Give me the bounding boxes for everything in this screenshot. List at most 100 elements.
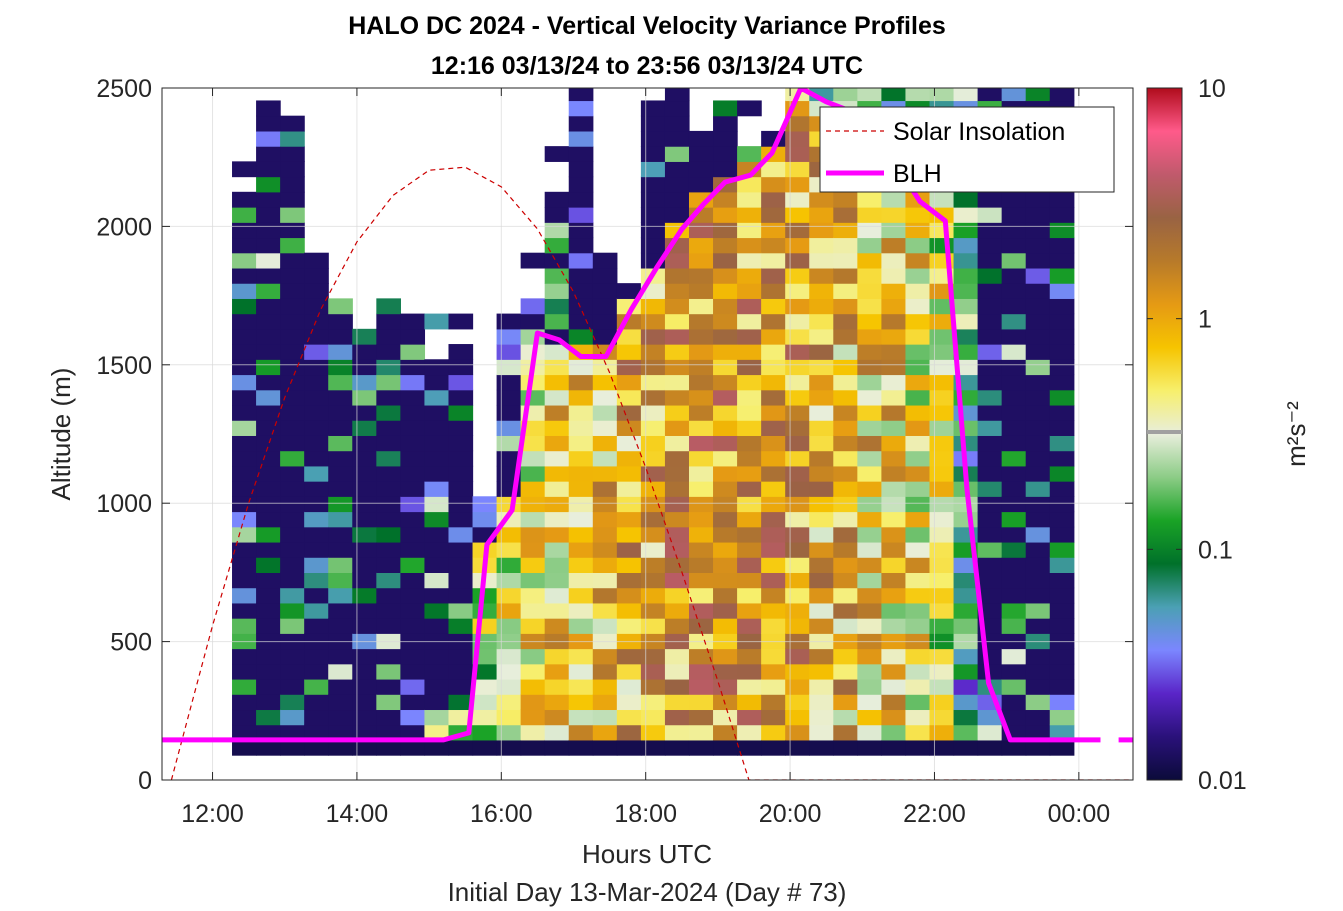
heatmap-cell (761, 374, 786, 391)
heatmap-cell (713, 602, 738, 619)
heatmap-cell (448, 557, 474, 573)
heatmap-cell (688, 481, 714, 497)
y-tick-label: 500 (110, 629, 152, 657)
heatmap-cell (304, 526, 329, 543)
heatmap-cell (256, 283, 281, 299)
heatmap-cell (400, 511, 426, 528)
heatmap-cell (761, 191, 786, 208)
heatmap-cell (544, 283, 570, 299)
heatmap-cell (881, 298, 907, 315)
heatmap-cell (761, 161, 786, 178)
heatmap-cell (640, 526, 666, 543)
heatmap-cell (376, 694, 401, 711)
heatmap-cell (616, 709, 642, 726)
heatmap-cell (1049, 313, 1075, 330)
heatmap-cell (424, 557, 450, 573)
heatmap-cell (737, 283, 762, 299)
heatmap-cell (232, 709, 257, 726)
blh-line (162, 88, 1133, 743)
heatmap-cell (713, 541, 738, 558)
x-axis-sublabel: Initial Day 13-Mar-2024 (Day # 73) (448, 877, 847, 907)
heatmap-cell (809, 389, 834, 406)
heatmap-cell (809, 739, 834, 756)
heatmap-cell (1025, 724, 1051, 741)
heatmap-cell (1001, 313, 1027, 330)
heatmap-cell (761, 618, 786, 634)
heatmap-cell (544, 602, 570, 619)
heatmap-cell (1025, 207, 1051, 223)
heatmap-cell (376, 298, 401, 315)
heatmap-cell (352, 678, 377, 695)
heatmap-cell (664, 511, 690, 528)
heatmap-cell (737, 496, 762, 513)
heatmap-cell (352, 618, 377, 634)
heatmap-cell (520, 511, 546, 528)
heatmap-cell (1049, 328, 1075, 345)
heatmap-cell (977, 313, 1003, 330)
heatmap-cell (688, 389, 714, 406)
heatmap-cell (328, 663, 353, 680)
heatmap-cell (664, 344, 690, 360)
heatmap-cell (568, 541, 594, 558)
heatmap-cell (424, 618, 450, 634)
heatmap-cell (376, 663, 401, 680)
heatmap-cell (929, 572, 955, 589)
heatmap-cell (1049, 207, 1075, 223)
heatmap-cell (568, 161, 594, 178)
heatmap-cell (953, 328, 979, 345)
heatmap-cell (568, 724, 594, 741)
heatmap-cell (352, 709, 377, 726)
heatmap-cell (929, 663, 955, 680)
heatmap-cell (737, 663, 762, 680)
heatmap-cell (592, 618, 618, 634)
heatmap-cell (664, 739, 690, 756)
heatmap-cell (688, 404, 714, 421)
heatmap-cell (232, 541, 257, 558)
heatmap-cell (256, 237, 281, 254)
heatmap-cell (953, 283, 979, 299)
heatmap-cell (640, 161, 666, 178)
heatmap-cell (881, 724, 907, 741)
heatmap-cell (953, 587, 979, 604)
x-tick-label: 14:00 (326, 800, 389, 828)
heatmap-cell (905, 618, 931, 634)
heatmap-cell (688, 465, 714, 482)
heatmap-cell (520, 602, 546, 619)
heatmap-cell (737, 146, 762, 162)
heatmap-cell (833, 739, 858, 756)
heatmap-cell (761, 709, 786, 726)
heatmap-cell (232, 481, 257, 497)
colorbar: 0.01 0.1 1 10 m²s⁻² (1146, 75, 1311, 795)
heatmap-cell (304, 663, 329, 680)
heatmap-cell (256, 389, 281, 406)
heatmap-cell (1025, 88, 1051, 102)
heatmap-cell (304, 541, 329, 558)
heatmap-cell (256, 298, 281, 315)
heatmap-cell (905, 344, 931, 360)
heatmap-cell (761, 435, 786, 452)
heatmap-cell (761, 724, 786, 741)
heatmap-cell (1025, 465, 1051, 482)
heatmap-cell (761, 694, 786, 711)
heatmap-cell (592, 435, 618, 452)
heatmap-cell (761, 344, 786, 360)
heatmap-cell (857, 496, 882, 513)
heatmap-cell (977, 465, 1003, 482)
x-tick-label: 00:00 (1048, 800, 1111, 828)
heatmap-cell (688, 496, 714, 513)
heatmap-cell (448, 496, 474, 513)
heatmap-cell (400, 618, 426, 634)
heatmap-cell (833, 328, 858, 345)
heatmap-cell (785, 374, 810, 391)
heatmap-cell (713, 222, 738, 239)
heatmap-cell (857, 618, 882, 634)
heatmap-cell (520, 648, 546, 665)
heatmap-cell (713, 739, 738, 756)
heatmap-cell (568, 100, 594, 117)
heatmap-cell (785, 678, 810, 695)
heatmap-cell (280, 694, 305, 711)
heatmap-cell (688, 374, 714, 391)
heatmap-cell (640, 557, 666, 573)
heatmap-cell (977, 374, 1003, 391)
heatmap-cell (544, 191, 570, 208)
